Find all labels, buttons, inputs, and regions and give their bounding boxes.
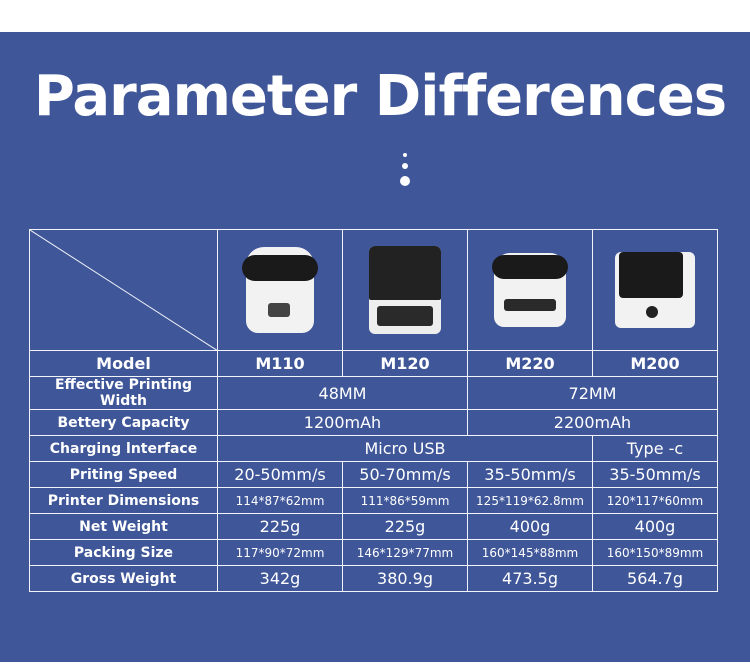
product-image-m220 xyxy=(467,229,593,351)
row-label: Printer Dimensions xyxy=(29,487,218,514)
table-cell: 117*90*72mm xyxy=(217,539,343,566)
table-cell: 35-50mm/s xyxy=(467,461,593,488)
table-cell: 50-70mm/s xyxy=(342,461,468,488)
table-cell: 564.7g xyxy=(592,565,718,592)
table-cell: 160*145*88mm xyxy=(467,539,593,566)
table-cell: 35-50mm/s xyxy=(592,461,718,488)
product-image-m110 xyxy=(217,229,343,351)
diagonal-line xyxy=(30,230,218,351)
decor-dot-large xyxy=(400,176,410,186)
table-cell: 114*87*62mm xyxy=(217,487,343,514)
table-cell: 380.9g xyxy=(342,565,468,592)
table-cell: 225g xyxy=(217,513,343,540)
page-title: Parameter Differences xyxy=(33,64,727,129)
row-label: Charging lnterface xyxy=(29,435,218,462)
table-cell: 160*150*89mm xyxy=(592,539,718,566)
product-image-m200 xyxy=(592,229,718,351)
table-cell: 48MM xyxy=(217,376,468,410)
row-label: Net Weight xyxy=(29,513,218,540)
table-row-printing-width: Effective Printing Width 48MM 72MM xyxy=(29,376,718,410)
table-cell: 1200mAh xyxy=(217,409,468,436)
decor-dot-small xyxy=(403,153,407,157)
table-cell: 146*129*77mm xyxy=(342,539,468,566)
table-cell: Micro USB xyxy=(217,435,593,462)
image-row xyxy=(29,229,718,351)
row-label: Gross Weight xyxy=(29,565,218,592)
table-cell: 225g xyxy=(342,513,468,540)
row-label: Effective Printing Width xyxy=(29,376,218,410)
table-cell: 125*119*62.8mm xyxy=(467,487,593,514)
decor-dot-medium xyxy=(402,163,408,169)
table-row-battery: Bettery Capacity 1200mAh 2200mAh xyxy=(29,409,718,436)
parameter-table: Model M110 M120 M220 M200 Effective Prin… xyxy=(29,229,718,592)
table-row-dimensions: Printer Dimensions 114*87*62mm 111*86*59… xyxy=(29,487,718,514)
table-row-packing-size: Packing Size 117*90*72mm 146*129*77mm 16… xyxy=(29,539,718,566)
row-label: Bettery Capacity xyxy=(29,409,218,436)
table-cell: 20-50mm/s xyxy=(217,461,343,488)
table-cell: Type -c xyxy=(592,435,718,462)
corner-cell xyxy=(29,229,218,351)
table-cell: 2200mAh xyxy=(467,409,718,436)
row-label: Priting Speed xyxy=(29,461,218,488)
table-cell: 72MM xyxy=(467,376,718,410)
table-cell: 111*86*59mm xyxy=(342,487,468,514)
model-m220: M220 xyxy=(467,350,593,377)
model-m110: M110 xyxy=(217,350,343,377)
product-image-m120 xyxy=(342,229,468,351)
table-row-net-weight: Net Weight 225g 225g 400g 400g xyxy=(29,513,718,540)
row-label: Model xyxy=(29,350,218,377)
table-cell: 120*117*60mm xyxy=(592,487,718,514)
model-m120: M120 xyxy=(342,350,468,377)
table-cell: 400g xyxy=(467,513,593,540)
row-label: Packing Size xyxy=(29,539,218,566)
table-row-charging: Charging lnterface Micro USB Type -c xyxy=(29,435,718,462)
table-cell: 342g xyxy=(217,565,343,592)
model-m200: M200 xyxy=(592,350,718,377)
table-row-gross-weight: Gross Weight 342g 380.9g 473.5g 564.7g xyxy=(29,565,718,592)
table-row-speed: Priting Speed 20-50mm/s 50-70mm/s 35-50m… xyxy=(29,461,718,488)
table-cell: 400g xyxy=(592,513,718,540)
table-row-model: Model M110 M120 M220 M200 xyxy=(29,350,718,377)
table-cell: 473.5g xyxy=(467,565,593,592)
